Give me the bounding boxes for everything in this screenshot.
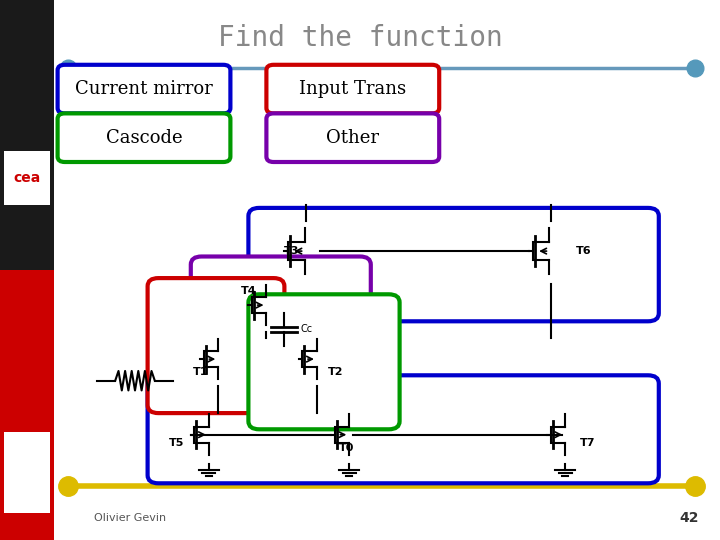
Text: Cc: Cc: [300, 325, 312, 334]
Text: T2: T2: [328, 367, 343, 377]
Text: cea: cea: [13, 171, 40, 185]
FancyBboxPatch shape: [58, 65, 230, 113]
Bar: [0, 0, 54, 270]
FancyBboxPatch shape: [148, 375, 659, 483]
Text: Input Trans: Input Trans: [300, 80, 406, 98]
Text: T0: T0: [338, 443, 354, 453]
Text: T3: T3: [284, 246, 299, 256]
FancyBboxPatch shape: [266, 113, 439, 162]
Text: T7: T7: [580, 437, 595, 448]
Bar: [4, 151, 50, 205]
Text: T1: T1: [193, 367, 209, 377]
FancyBboxPatch shape: [58, 113, 230, 162]
FancyBboxPatch shape: [248, 208, 659, 321]
Text: Find the function: Find the function: [217, 24, 503, 52]
Bar: [0, 270, 54, 540]
FancyBboxPatch shape: [148, 278, 284, 413]
Text: Other: Other: [326, 129, 379, 147]
Bar: [4, 432, 50, 513]
FancyBboxPatch shape: [0, 0, 54, 540]
Text: T4: T4: [241, 286, 257, 296]
FancyBboxPatch shape: [266, 65, 439, 113]
Text: T5: T5: [169, 437, 184, 448]
Text: Cascode: Cascode: [106, 129, 182, 147]
FancyBboxPatch shape: [248, 294, 400, 429]
Text: Current mirror: Current mirror: [75, 80, 213, 98]
FancyBboxPatch shape: [191, 256, 371, 392]
Text: 42: 42: [679, 511, 698, 525]
Text: T6: T6: [576, 246, 592, 256]
Text: Olivier Gevin: Olivier Gevin: [94, 514, 166, 523]
